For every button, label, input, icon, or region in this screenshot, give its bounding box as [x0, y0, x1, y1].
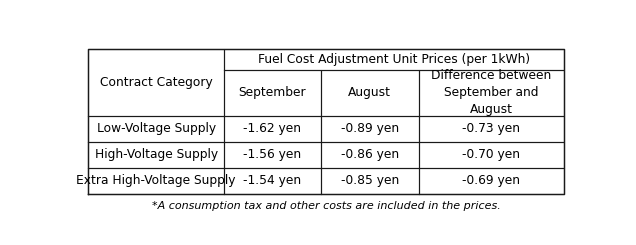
Text: Fuel Cost Adjustment Unit Prices (per 1kWh): Fuel Cost Adjustment Unit Prices (per 1k… — [258, 53, 530, 66]
Polygon shape — [321, 116, 418, 142]
Text: Low-Voltage Supply: Low-Voltage Supply — [97, 122, 216, 135]
Polygon shape — [418, 142, 563, 168]
Text: *A consumption tax and other costs are included in the prices.: *A consumption tax and other costs are i… — [151, 201, 501, 211]
Polygon shape — [224, 49, 563, 70]
Text: -0.89 yen: -0.89 yen — [341, 122, 399, 135]
Text: September: September — [238, 86, 307, 99]
Text: High-Voltage Supply: High-Voltage Supply — [95, 148, 218, 161]
Polygon shape — [88, 49, 224, 116]
Text: -0.70 yen: -0.70 yen — [462, 148, 520, 161]
Text: -0.86 yen: -0.86 yen — [341, 148, 399, 161]
Text: Contract Category: Contract Category — [100, 76, 212, 89]
Polygon shape — [418, 116, 563, 142]
Polygon shape — [418, 70, 563, 116]
Polygon shape — [418, 168, 563, 194]
Polygon shape — [224, 142, 321, 168]
Polygon shape — [224, 168, 321, 194]
Text: -0.69 yen: -0.69 yen — [462, 174, 520, 187]
Polygon shape — [88, 168, 224, 194]
Text: -0.73 yen: -0.73 yen — [462, 122, 520, 135]
Polygon shape — [224, 116, 321, 142]
Text: Difference between
September and
August: Difference between September and August — [431, 69, 551, 116]
Text: -1.62 yen: -1.62 yen — [244, 122, 301, 135]
Polygon shape — [88, 142, 224, 168]
Text: August: August — [349, 86, 391, 99]
Polygon shape — [321, 70, 418, 116]
Polygon shape — [321, 142, 418, 168]
Text: -1.56 yen: -1.56 yen — [244, 148, 301, 161]
Polygon shape — [88, 116, 224, 142]
Text: -1.54 yen: -1.54 yen — [244, 174, 301, 187]
Polygon shape — [321, 168, 418, 194]
Polygon shape — [224, 70, 321, 116]
Text: -0.85 yen: -0.85 yen — [341, 174, 399, 187]
Text: Extra High-Voltage Supply: Extra High-Voltage Supply — [76, 174, 236, 187]
